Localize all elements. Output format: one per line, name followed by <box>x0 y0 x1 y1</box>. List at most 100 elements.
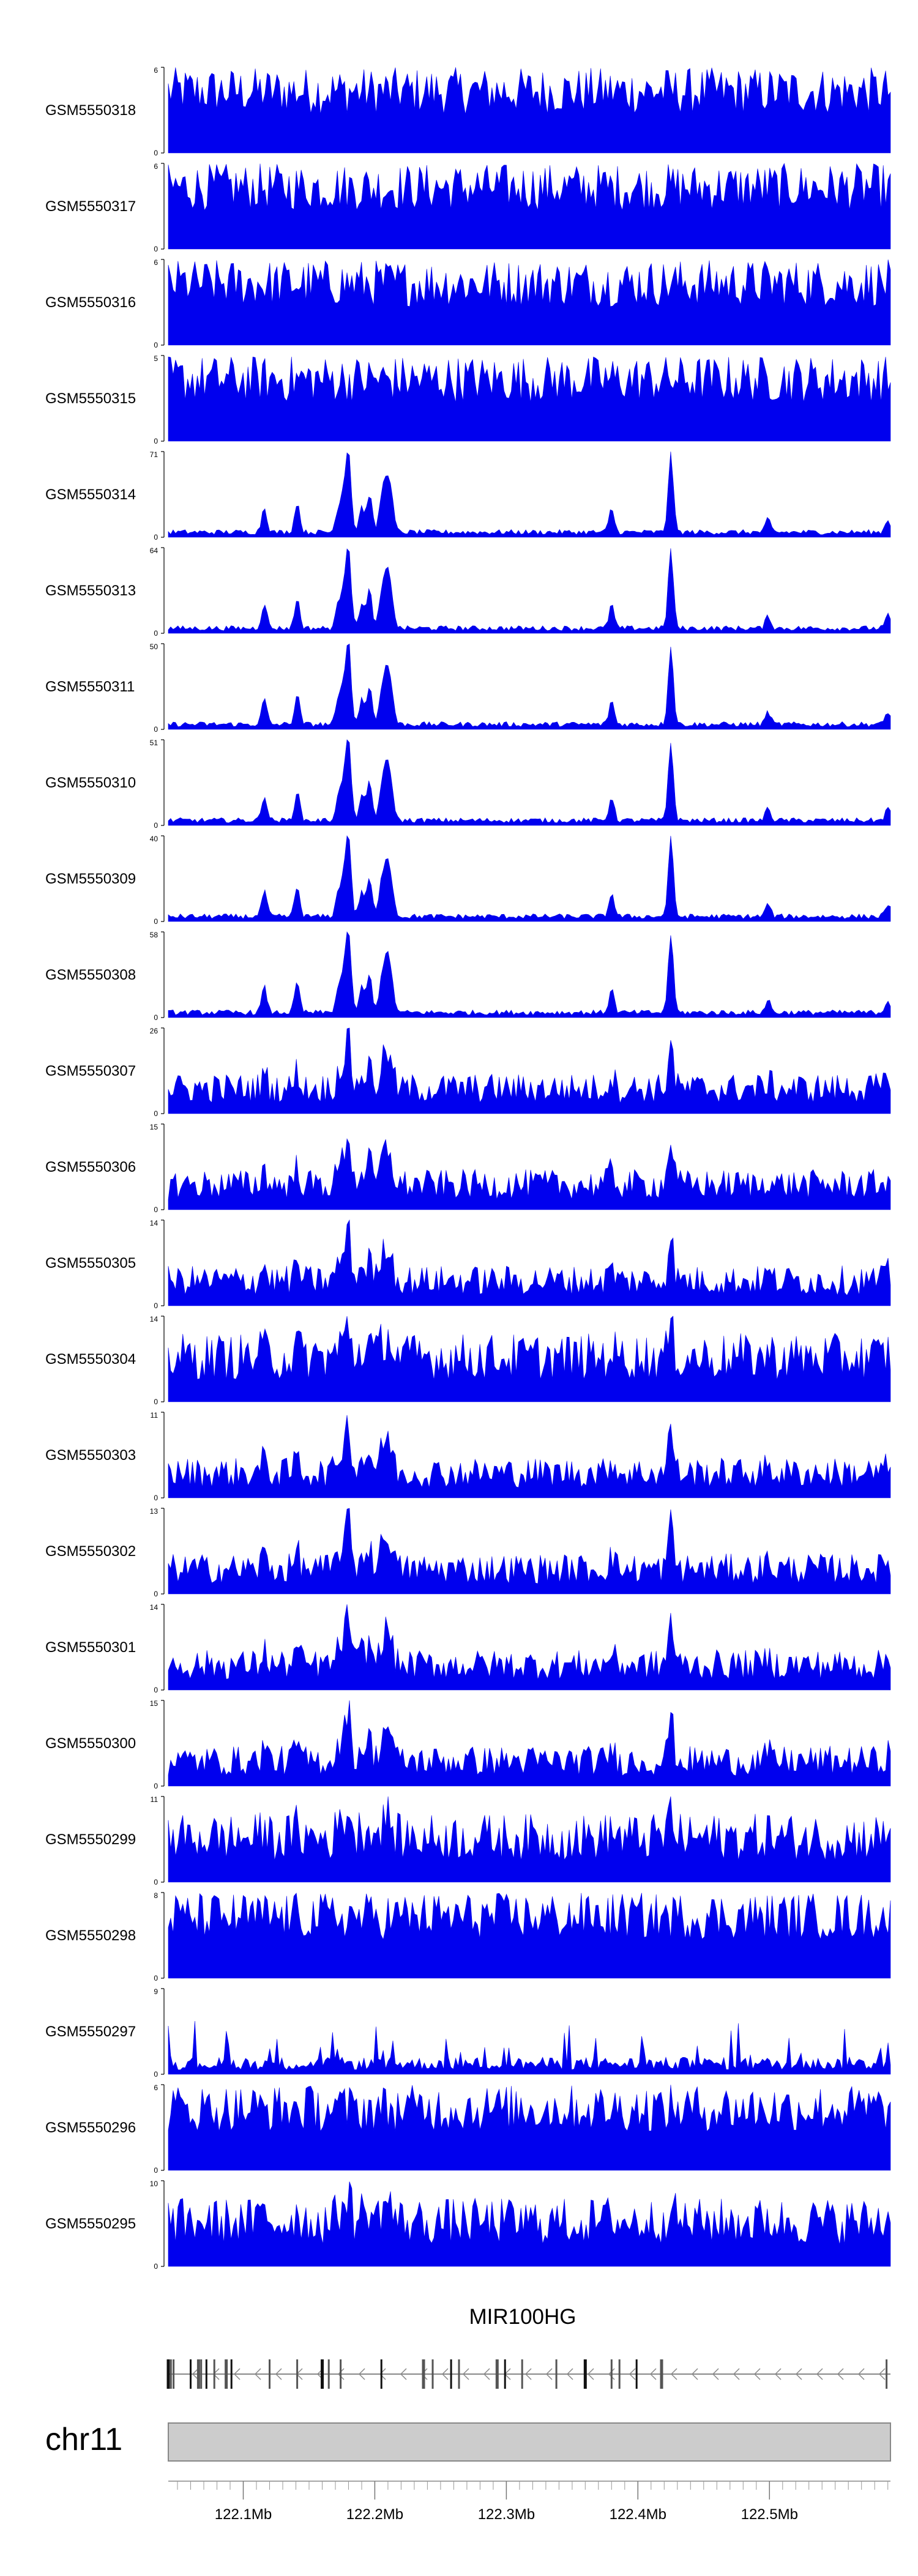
track-GSM5550317: GSM5550317 6 0 <box>45 162 891 253</box>
strand-arrow <box>753 2368 761 2380</box>
track-label: GSM5550302 <box>45 1543 136 1560</box>
exon <box>583 2359 587 2389</box>
exon <box>190 2359 192 2389</box>
y-min-label: 0 <box>154 629 158 638</box>
exon <box>205 2359 207 2389</box>
exon <box>269 2359 271 2389</box>
y-max-label: 14 <box>150 1315 159 1323</box>
coverage-area <box>168 2181 891 2267</box>
track-GSM5550310: GSM5550310 51 0 <box>45 739 891 830</box>
strand-arrow <box>483 2368 490 2380</box>
track-GSM5550318: GSM5550318 6 0 <box>45 66 891 157</box>
y-min-label: 0 <box>154 245 158 253</box>
exon <box>166 2359 170 2389</box>
exon <box>555 2359 558 2389</box>
strand-arrow <box>691 2368 698 2380</box>
y-max-label: 6 <box>154 66 158 75</box>
coverage-area <box>168 931 891 1018</box>
track-GSM5550315: GSM5550315 5 0 <box>45 354 891 445</box>
track-label: GSM5550313 <box>45 583 136 599</box>
strand-arrow <box>774 2368 782 2380</box>
exon <box>196 2359 200 2389</box>
coverage-area <box>168 259 891 346</box>
y-min-label: 0 <box>154 341 158 349</box>
strand-arrow <box>733 2368 740 2380</box>
exon <box>450 2359 452 2389</box>
y-max-label: 40 <box>150 835 159 843</box>
exon <box>635 2359 638 2389</box>
track-GSM5550296: GSM5550296 6 0 <box>45 2083 891 2175</box>
y-min-label: 0 <box>154 2166 158 2175</box>
y-max-label: 58 <box>150 931 159 939</box>
y-max-label: 71 <box>150 450 159 459</box>
chromosome-label: chr11 <box>45 2422 122 2457</box>
chromosome-ideogram <box>168 2422 891 2462</box>
coverage-area <box>168 1027 891 1114</box>
strand-arrow <box>878 2368 886 2380</box>
track-label: GSM5550314 <box>45 486 136 503</box>
y-max-label: 50 <box>150 642 159 651</box>
exon <box>200 2359 203 2389</box>
strand-arrow <box>816 2368 823 2380</box>
y-max-label: 6 <box>154 162 158 171</box>
exon <box>610 2359 613 2389</box>
exon <box>504 2359 506 2389</box>
y-min-label: 0 <box>154 1205 158 1214</box>
y-min-label: 0 <box>154 1686 158 1694</box>
y-max-label: 11 <box>151 1795 159 1804</box>
exon <box>431 2359 434 2389</box>
coverage-area <box>168 548 891 634</box>
genome-axis: 122.1Mb 122.2Mb 122.3Mb 122.4Mb 122.5Mb <box>168 2481 890 2523</box>
axis-tick-label: 122.3Mb <box>478 2506 535 2523</box>
exon <box>521 2359 523 2389</box>
exon <box>618 2359 621 2389</box>
exon <box>321 2359 324 2389</box>
strand-arrow <box>420 2368 428 2380</box>
track-GSM5550303: GSM5550303 11 0 <box>45 1411 891 1502</box>
y-min-label: 0 <box>154 1109 158 1118</box>
y-min-label: 0 <box>154 725 158 734</box>
y-min-label: 0 <box>154 1494 158 1502</box>
y-min-label: 0 <box>154 1590 158 1598</box>
strand-arrow <box>712 2368 719 2380</box>
strand-arrow <box>649 2368 657 2380</box>
track-label: GSM5550299 <box>45 1831 136 1848</box>
strand-arrow <box>275 2368 282 2380</box>
coverage-area <box>168 2020 891 2075</box>
coverage-area <box>168 1796 891 1883</box>
strand-arrow <box>358 2368 365 2380</box>
strand-arrow <box>254 2368 261 2380</box>
exon <box>660 2359 663 2389</box>
coverage-tracks: GSM555031860GSM555031760GSM555031660GSM5… <box>45 66 891 2271</box>
exon <box>173 2359 175 2389</box>
exon <box>170 2359 172 2389</box>
y-min-label: 0 <box>154 821 158 830</box>
y-min-label: 0 <box>154 149 158 157</box>
strand-arrow <box>837 2368 844 2380</box>
track-GSM5550308: GSM5550308 58 0 <box>45 931 891 1022</box>
coverage-area <box>168 67 891 154</box>
y-max-label: 10 <box>150 2180 159 2188</box>
y-max-label: 15 <box>150 1699 159 1708</box>
coverage-area <box>168 1415 891 1498</box>
y-max-label: 14 <box>150 1219 159 1227</box>
y-max-label: 14 <box>150 1603 159 1612</box>
coverage-area <box>168 739 891 826</box>
y-min-label: 0 <box>154 533 158 542</box>
track-label: GSM5550306 <box>45 1159 136 1175</box>
exon <box>458 2359 460 2389</box>
coverage-area <box>168 1893 891 1979</box>
y-max-label: 13 <box>150 1507 159 1516</box>
y-max-label: 6 <box>154 2083 158 2092</box>
coverage-area <box>168 835 891 922</box>
track-GSM5550313: GSM5550313 64 0 <box>45 546 891 638</box>
strand-arrow <box>857 2368 865 2380</box>
track-label: GSM5550307 <box>45 1063 136 1079</box>
track-label: GSM5550318 <box>45 102 136 119</box>
coverage-area <box>168 1219 891 1306</box>
coverage-area <box>168 2085 891 2171</box>
coverage-area <box>168 451 891 538</box>
y-min-label: 0 <box>154 2262 158 2271</box>
coverage-area <box>168 1700 891 1787</box>
